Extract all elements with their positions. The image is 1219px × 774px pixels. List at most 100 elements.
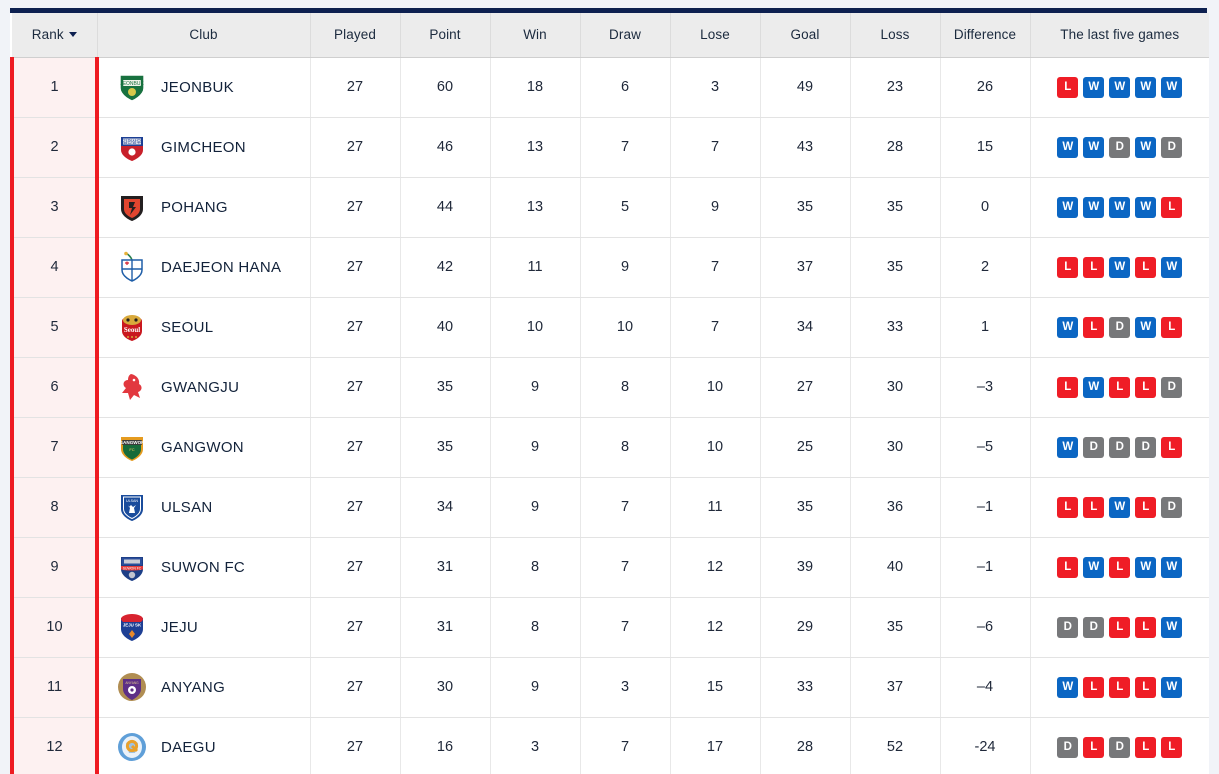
column-header-club[interactable]: Club	[97, 13, 311, 58]
club-name: ULSAN	[161, 498, 213, 516]
cell-club[interactable]: JEONBUK JEONBUK	[97, 57, 311, 118]
cell-club[interactable]: GANGWON FC GANGWON	[97, 417, 311, 478]
form-badge-w: W	[1057, 196, 1079, 218]
form-badge-l: L	[1135, 256, 1157, 278]
column-header-loss[interactable]: Loss	[850, 13, 941, 58]
cell-played: 27	[310, 57, 401, 118]
column-header-point[interactable]: Point	[400, 13, 491, 58]
cell-loss: 33	[850, 297, 941, 358]
table-row[interactable]: 1 JEONBUK JEONBUK 27 60 18 6 3 49 23 26 L W W W W	[10, 57, 1209, 118]
table-row[interactable]: 12 DAEGU 27 16 3 7 17 28 52 -24 D L D L L	[10, 717, 1209, 774]
cell-goal: 37	[760, 237, 851, 298]
daejeon-hana-crest-icon	[117, 251, 147, 283]
cell-played: 27	[310, 717, 401, 774]
column-header-rank[interactable]: Rank	[12, 13, 98, 58]
cell-goal: 35	[760, 477, 851, 538]
cell-difference: –4	[940, 657, 1031, 718]
form-badge-w: W	[1083, 376, 1105, 398]
table-row[interactable]: 2 김천상무 GIMCHEON 27 46 13 7 7 43 28 15 W W D W D	[10, 117, 1210, 178]
cell-played: 27	[310, 117, 401, 178]
form-badge-l: L	[1135, 676, 1157, 698]
column-header-lose[interactable]: Lose	[670, 13, 761, 58]
cell-rank: 2	[10, 117, 99, 178]
form-badge-l: L	[1135, 736, 1157, 758]
column-header-draw[interactable]: Draw	[580, 13, 671, 58]
cell-point: 35	[400, 417, 491, 478]
form-badge-l: L	[1057, 556, 1079, 578]
cell-club[interactable]: 김천상무 GIMCHEON	[97, 117, 311, 178]
cell-loss: 35	[850, 597, 941, 658]
cell-loss: 40	[850, 537, 941, 598]
form-badge-l: L	[1083, 496, 1105, 518]
form-badge-d: D	[1109, 316, 1131, 338]
form-badge-w: W	[1135, 196, 1157, 218]
cell-lose: 10	[670, 417, 761, 478]
cell-club[interactable]: ULSAN ULSAN	[97, 477, 311, 538]
cell-point: 40	[400, 297, 491, 358]
form-badge-l: L	[1083, 736, 1105, 758]
cell-club[interactable]: ANYANG ANYANG	[97, 657, 311, 718]
cell-rank: 4	[10, 237, 99, 298]
cell-rank: 3	[10, 177, 99, 238]
cell-club[interactable]: POHANG	[97, 177, 311, 238]
form-badge-w: W	[1135, 556, 1157, 578]
cell-club[interactable]: DAEGU	[97, 717, 311, 774]
table-row[interactable]: 3 POHANG 27 44 13 5 9 35 35 0 W W W W L	[10, 177, 1209, 238]
cell-draw: 7	[580, 597, 671, 658]
column-header-played[interactable]: Played	[310, 13, 401, 58]
table-row[interactable]: 4 DAEJEON HANA 27 42 11 9 7 37 35 2 L L W L W	[10, 237, 1209, 298]
cell-draw: 8	[580, 417, 671, 478]
table-row[interactable]: 11 ANYANG ANYANG 27 30 9 3 15 33 37 –4 W L L L W	[10, 657, 1210, 718]
table-row[interactable]: 5 Seoul SEOUL 27 40 10 10 7 34 33 1 W L D W L	[10, 297, 1210, 358]
form-badge-l: L	[1161, 196, 1183, 218]
column-header-win[interactable]: Win	[490, 13, 581, 58]
cell-lose: 7	[670, 117, 761, 178]
form-badge-d: D	[1161, 496, 1183, 518]
gimcheon-crest-icon: 김천상무	[117, 131, 147, 163]
column-header-rank-label: Rank	[31, 27, 64, 43]
chevron-down-icon[interactable]	[68, 32, 77, 38]
cell-club[interactable]: Seoul SEOUL	[97, 297, 311, 358]
cell-club[interactable]: DAEJEON HANA	[97, 237, 311, 298]
jeonbuk-crest-icon: JEONBUK	[117, 71, 147, 103]
svg-text:JEJU SK: JEJU SK	[123, 623, 142, 628]
svg-text:GANGWON: GANGWON	[119, 440, 145, 445]
form-badge-w: W	[1109, 256, 1131, 278]
column-header-difference[interactable]: Difference	[940, 13, 1031, 58]
form-badge-d: D	[1057, 736, 1079, 758]
cell-played: 27	[310, 477, 401, 538]
table-row[interactable]: 6 GWANGJU 27 35 9 8 10 27 30 –3 L W L L D	[10, 357, 1209, 418]
form-badge-w: W	[1083, 136, 1105, 158]
table-row[interactable]: 9 SUWON FC SUWON FC 27 31 8 7 12 39 40 –1 L W L W W	[10, 537, 1209, 598]
cell-loss: 28	[850, 117, 941, 178]
cell-draw: 7	[580, 477, 671, 538]
cell-club[interactable]: GWANGJU	[97, 357, 311, 418]
cell-club[interactable]: JEJU SK JEJU	[97, 597, 311, 658]
pohang-crest-icon	[117, 191, 147, 223]
table-row[interactable]: 7 GANGWON FC GANGWON 27 35 9 8 10 25 30 –5 W D D D L	[10, 417, 1210, 478]
form-badge-w: W	[1135, 76, 1157, 98]
cell-goal: 33	[760, 657, 851, 718]
form-badge-l: L	[1135, 376, 1157, 398]
table-header: Rank Club Played Point Win Draw Lose Goa…	[12, 13, 1209, 58]
cell-club[interactable]: SUWON FC SUWON FC	[97, 537, 311, 598]
column-header-goal[interactable]: Goal	[760, 13, 851, 58]
table-row[interactable]: 10 JEJU SK JEJU 27 31 8 7 12 29 35 –6 D D L L W	[10, 597, 1209, 658]
svg-text:김천상무: 김천상무	[123, 139, 142, 146]
cell-win: 11	[490, 237, 581, 298]
table-row[interactable]: 8 ULSAN ULSAN 27 34 9 7 11 35 36 –1 L L W L D	[10, 477, 1210, 538]
cell-lose: 11	[670, 477, 761, 538]
cell-goal: 27	[760, 357, 851, 418]
